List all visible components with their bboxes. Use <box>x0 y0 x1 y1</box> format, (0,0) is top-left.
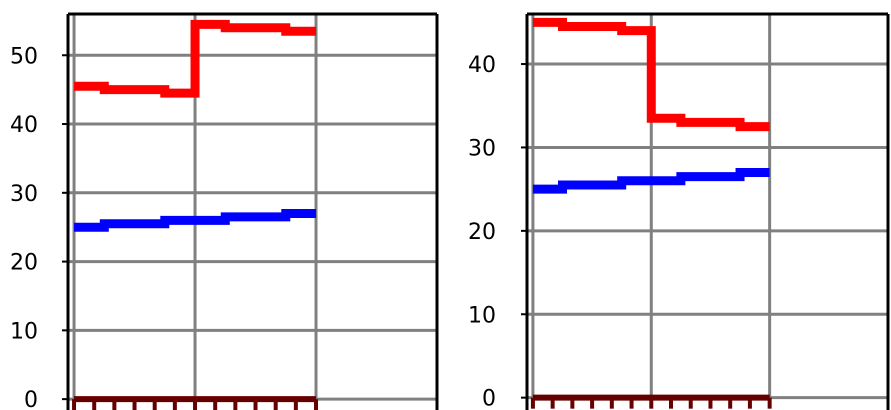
y-tick-label-0: 0 <box>482 387 496 410</box>
chart-panel-1: 0 10 20 30 40 50 <box>10 12 439 410</box>
series-2-line <box>532 167 770 194</box>
y-tick-label-0: 0 <box>24 388 38 410</box>
y-tick-label-4: 40 <box>468 53 496 78</box>
y-tick-label-3: 30 <box>10 182 38 207</box>
y-tick-label-5: 50 <box>10 44 38 69</box>
y-tick-label-1: 10 <box>10 319 38 344</box>
series-1-line <box>532 17 770 132</box>
y-tick-label-2: 20 <box>10 251 38 276</box>
y-tick-label-2: 20 <box>468 220 496 245</box>
series-1-line <box>74 19 317 98</box>
chart-panel-2: 0 10 20 30 40 <box>468 12 890 410</box>
y-tick-label-1: 10 <box>468 303 496 328</box>
series-2-line <box>74 208 317 232</box>
y-tick-label-3: 30 <box>468 136 496 161</box>
y-tick-label-4: 40 <box>10 113 38 138</box>
